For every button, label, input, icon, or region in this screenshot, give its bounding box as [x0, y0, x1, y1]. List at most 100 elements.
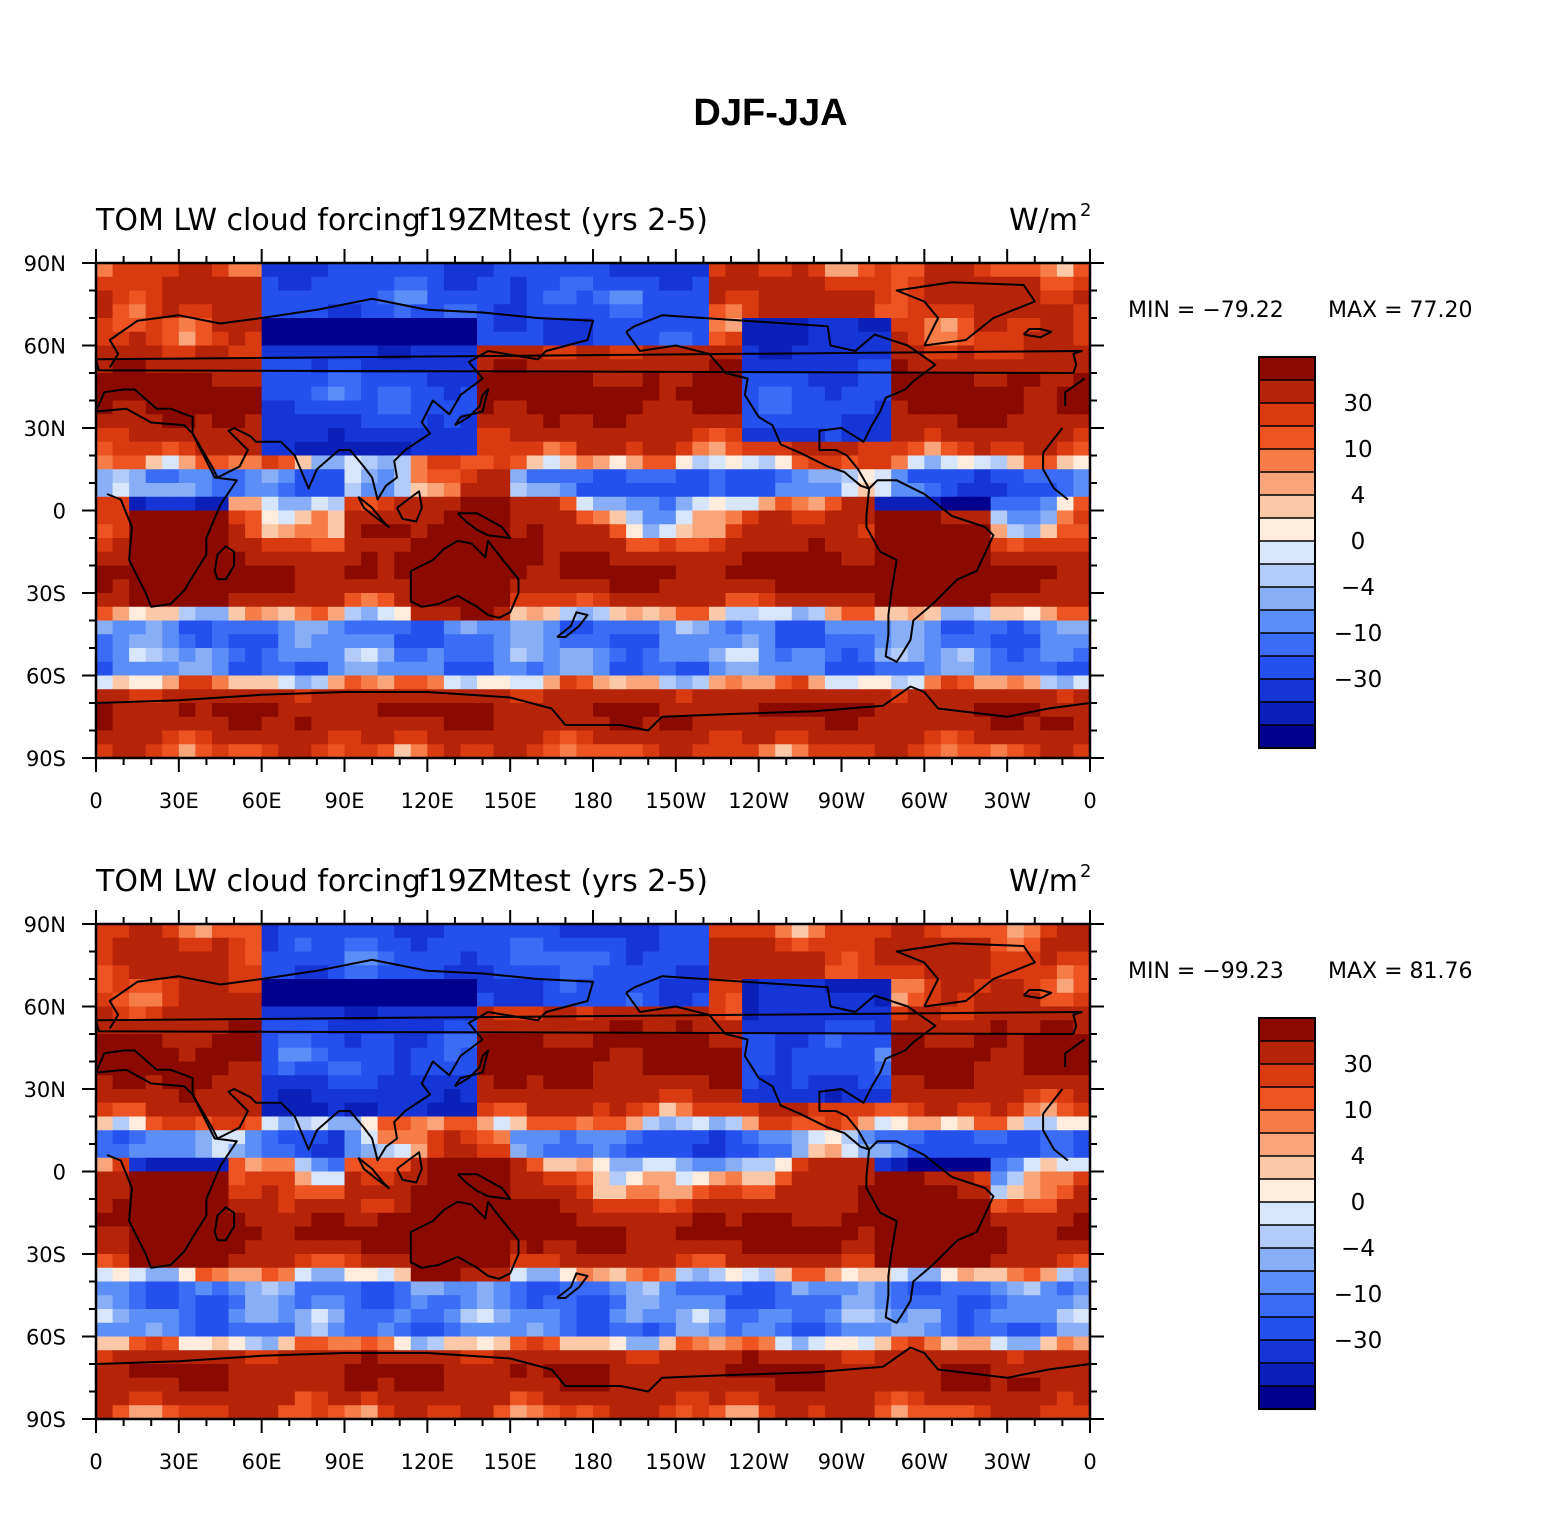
heatmap-cell	[195, 1254, 213, 1269]
heatmap-cell	[129, 414, 147, 429]
heatmap-cell	[708, 1034, 727, 1049]
heatmap-cell	[112, 1034, 130, 1049]
heatmap-cell	[493, 496, 511, 512]
heatmap-cell	[112, 675, 130, 690]
heatmap-cell	[112, 400, 130, 415]
heatmap-cell	[327, 951, 346, 966]
heatmap-cell	[112, 1254, 130, 1269]
heatmap-cell	[311, 1144, 329, 1159]
heatmap-cell	[96, 1377, 114, 1393]
heatmap-cell	[957, 716, 975, 732]
heatmap-cell	[1023, 1116, 1041, 1131]
heatmap-cell	[858, 469, 876, 484]
heatmap-cell	[112, 1364, 130, 1379]
heatmap-cell	[543, 689, 561, 704]
heatmap-cell	[178, 455, 196, 470]
heatmap-cell	[543, 661, 561, 677]
heatmap-cell	[1073, 593, 1091, 608]
heatmap-cell	[858, 565, 876, 580]
heatmap-cell	[692, 620, 710, 635]
heatmap-cell	[427, 373, 445, 388]
heatmap-cell	[957, 304, 975, 319]
heatmap-cell	[675, 1075, 693, 1090]
heatmap-cell	[1007, 1089, 1025, 1104]
heatmap-cell	[311, 992, 329, 1008]
heatmap-cell	[907, 1377, 925, 1393]
heatmap-cell	[692, 1199, 710, 1214]
heatmap-cell	[460, 386, 478, 402]
heatmap-cell	[775, 290, 793, 305]
heatmap-cell	[940, 510, 959, 525]
heatmap-cell	[261, 400, 279, 415]
heatmap-cell	[924, 290, 942, 305]
heatmap-cell	[1040, 1171, 1058, 1186]
heatmap-cell	[692, 483, 710, 498]
heatmap-cell	[129, 510, 147, 525]
heatmap-cell	[725, 606, 743, 622]
heatmap-cell	[824, 1171, 843, 1186]
heatmap-cell	[129, 1144, 147, 1159]
heatmap-cell	[874, 648, 892, 663]
heatmap-cell	[460, 1130, 478, 1145]
heatmap-cell	[178, 565, 196, 580]
heatmap-cell	[708, 1130, 727, 1145]
heatmap-cell	[576, 496, 594, 512]
heatmap-cell	[526, 290, 544, 305]
heatmap-cell	[891, 414, 909, 429]
heatmap-cell	[211, 345, 230, 360]
heatmap-cell	[824, 441, 843, 457]
heatmap-cell	[874, 1089, 892, 1104]
heatmap-cell	[443, 1377, 462, 1393]
heatmap-cell	[228, 1226, 246, 1241]
heatmap-cell	[1023, 1309, 1041, 1324]
heatmap-cell	[626, 345, 644, 360]
heatmap-cell	[708, 979, 727, 994]
heatmap-cell	[460, 1157, 478, 1173]
heatmap-cell	[808, 1322, 826, 1338]
heatmap-cell	[824, 1020, 843, 1035]
heatmap-cell	[940, 565, 959, 580]
heatmap-cell	[278, 965, 296, 980]
heatmap-cell	[377, 359, 395, 374]
heatmap-cell	[742, 1089, 760, 1104]
heatmap-cell	[96, 703, 114, 718]
heatmap-cell	[162, 331, 180, 347]
heatmap-cell	[841, 1212, 859, 1228]
heatmap-cell	[559, 965, 578, 980]
heatmap-cell	[410, 386, 428, 402]
heatmap-cell	[559, 510, 578, 525]
heatmap-cell	[526, 373, 544, 388]
heatmap-cell	[195, 1336, 213, 1351]
heatmap-cell	[195, 276, 213, 292]
heatmap-cell	[974, 661, 992, 677]
heatmap-cell	[377, 675, 395, 690]
heatmap-cell	[907, 634, 925, 649]
heatmap-cell	[427, 304, 445, 319]
heatmap-cell	[195, 634, 213, 649]
heatmap-cell	[477, 1322, 495, 1338]
x-tick-label: 0	[1083, 789, 1096, 813]
heatmap-cell	[460, 551, 478, 567]
heatmap-cell	[344, 924, 362, 939]
heatmap-cell	[957, 1322, 975, 1338]
heatmap-cell	[278, 1295, 296, 1310]
heatmap-cell	[1073, 1199, 1091, 1214]
heatmap-cell	[675, 675, 693, 690]
heatmap-cell	[1007, 730, 1025, 745]
heatmap-cell	[593, 276, 611, 292]
heatmap-cell	[278, 1047, 296, 1063]
heatmap-cell	[526, 428, 544, 443]
heatmap-cell	[874, 524, 892, 539]
heatmap-cell	[642, 524, 660, 539]
heatmap-cell	[642, 1020, 660, 1035]
heatmap-cell	[178, 1006, 196, 1021]
heatmap-cell	[1023, 1089, 1041, 1104]
heatmap-cell	[493, 1075, 511, 1090]
heatmap-cell	[924, 373, 942, 388]
heatmap-cell	[460, 716, 478, 732]
heatmap-cell	[112, 1020, 130, 1035]
heatmap-cell	[791, 1309, 809, 1324]
heatmap-cell	[824, 1336, 843, 1351]
heatmap-cell	[675, 1144, 693, 1159]
heatmap-cell	[824, 1405, 843, 1420]
